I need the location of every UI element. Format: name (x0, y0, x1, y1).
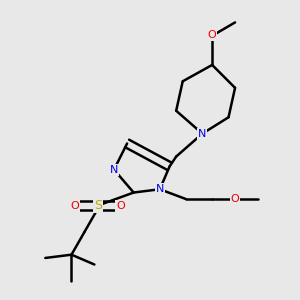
Text: O: O (208, 31, 217, 40)
Text: O: O (116, 201, 125, 211)
Text: N: N (156, 184, 164, 194)
Text: O: O (70, 201, 79, 211)
Text: N: N (198, 129, 206, 139)
Text: O: O (231, 194, 239, 204)
Text: N: N (110, 165, 118, 175)
Text: S: S (94, 199, 102, 212)
